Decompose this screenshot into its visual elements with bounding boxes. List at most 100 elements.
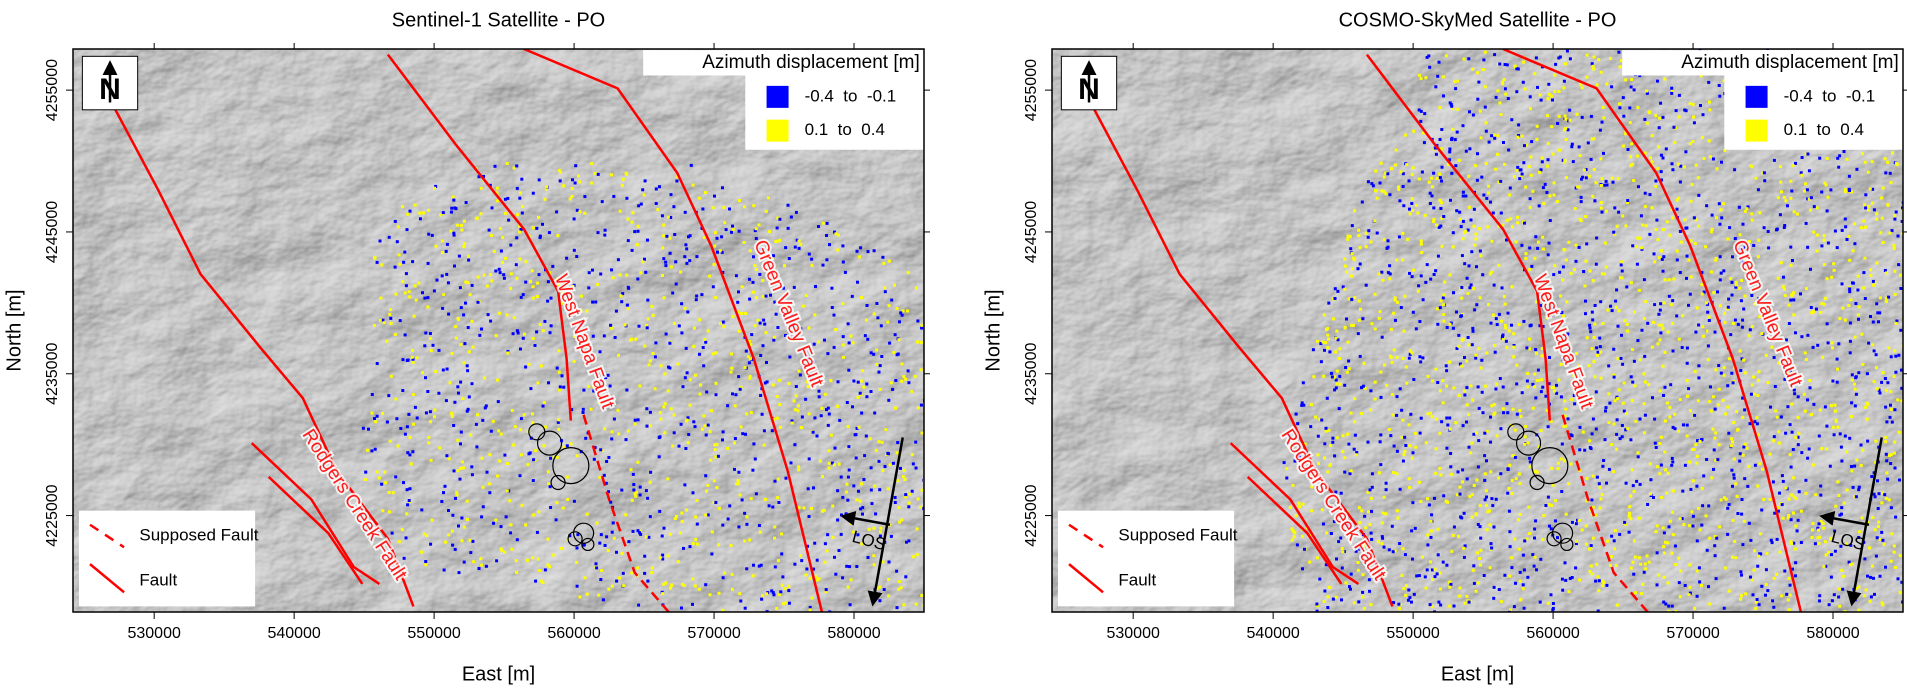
displacement-pixel [1883,493,1886,496]
displacement-pixel [531,412,534,415]
displacement-pixel [1658,256,1661,259]
displacement-pixel [895,570,898,573]
displacement-pixel [645,535,648,538]
displacement-pixel [1511,492,1514,495]
displacement-pixel [1862,220,1865,223]
displacement-pixel [1644,300,1647,303]
displacement-pixel [1696,595,1699,598]
displacement-pixel [518,197,521,200]
displacement-pixel [878,599,881,602]
displacement-pixel [1593,360,1596,363]
displacement-pixel [749,357,752,360]
displacement-pixel [1496,134,1499,137]
displacement-pixel [1518,177,1521,180]
displacement-pixel [1477,523,1480,526]
displacement-pixel [1697,507,1700,510]
displacement-pixel [820,407,823,410]
displacement-pixel [744,433,747,436]
displacement-pixel [1302,404,1305,407]
displacement-pixel [847,586,850,589]
displacement-pixel [573,500,576,503]
displacement-pixel [1833,433,1836,436]
displacement-pixel [869,437,872,440]
displacement-pixel [1729,277,1732,280]
displacement-pixel [908,493,911,496]
displacement-pixel [879,364,882,367]
displacement-pixel [1435,418,1438,421]
displacement-pixel [1790,264,1793,267]
displacement-pixel [637,418,640,421]
displacement-pixel [1364,526,1367,529]
displacement-pixel [644,271,647,274]
displacement-pixel [1867,209,1870,212]
displacement-pixel [590,162,593,165]
displacement-pixel [920,368,923,371]
displacement-pixel [1811,522,1814,525]
displacement-pixel [670,266,673,269]
displacement-pixel [394,398,397,401]
displacement-pixel [1759,532,1762,535]
displacement-pixel [450,412,453,415]
displacement-pixel [1688,563,1691,566]
displacement-pixel [1592,537,1595,540]
displacement-pixel [1495,317,1498,320]
displacement-pixel [1874,528,1877,531]
displacement-pixel [459,478,462,481]
displacement-pixel [1696,539,1699,542]
displacement-pixel [1715,167,1718,170]
displacement-pixel [822,222,825,225]
displacement-pixel [463,342,466,345]
displacement-pixel [1363,607,1366,610]
displacement-pixel [445,399,448,402]
displacement-pixel [1467,292,1470,295]
displacement-pixel [1641,224,1644,227]
displacement-pixel [576,585,579,588]
displacement-pixel [1462,237,1465,240]
displacement-pixel [1552,153,1555,156]
displacement-pixel [1431,578,1434,581]
displacement-pixel [1676,199,1679,202]
displacement-pixel [1854,302,1857,305]
displacement-pixel [870,466,873,469]
displacement-pixel [1396,509,1399,512]
displacement-pixel [1720,498,1723,501]
displacement-pixel [1419,432,1422,435]
displacement-pixel [1639,358,1642,361]
displacement-pixel [1646,322,1649,325]
displacement-pixel [1346,433,1349,436]
displacement-pixel [1686,435,1689,438]
displacement-pixel [1596,575,1599,578]
displacement-pixel [1468,206,1471,209]
displacement-pixel [1663,301,1666,304]
displacement-pixel [1565,138,1568,141]
displacement-pixel [1353,296,1356,299]
displacement-pixel [1864,406,1867,409]
map-panel: West Napa FaultGreen Valley FaultRodgers… [982,9,1907,685]
displacement-pixel [722,321,725,324]
displacement-pixel [1833,269,1836,272]
displacement-pixel [1776,228,1779,231]
displacement-pixel [1357,229,1360,232]
displacement-pixel [1585,525,1588,528]
displacement-pixel [1400,170,1403,173]
displacement-pixel [684,447,687,450]
displacement-pixel [531,421,534,424]
displacement-pixel [1834,550,1837,553]
displacement-pixel [1772,480,1775,483]
displacement-pixel [1709,155,1712,158]
displacement-pixel [802,305,805,308]
displacement-pixel [1621,270,1624,273]
displacement-pixel [1324,341,1327,344]
displacement-pixel [427,233,430,236]
displacement-pixel [1714,408,1717,411]
displacement-pixel [487,313,490,316]
displacement-pixel [1566,50,1569,53]
displacement-pixel [1470,219,1473,222]
displacement-pixel [866,338,869,341]
displacement-pixel [1463,356,1466,359]
displacement-pixel [873,412,876,415]
displacement-pixel [538,273,541,276]
displacement-pixel [421,371,424,374]
displacement-pixel [778,403,781,406]
displacement-pixel [497,429,500,432]
